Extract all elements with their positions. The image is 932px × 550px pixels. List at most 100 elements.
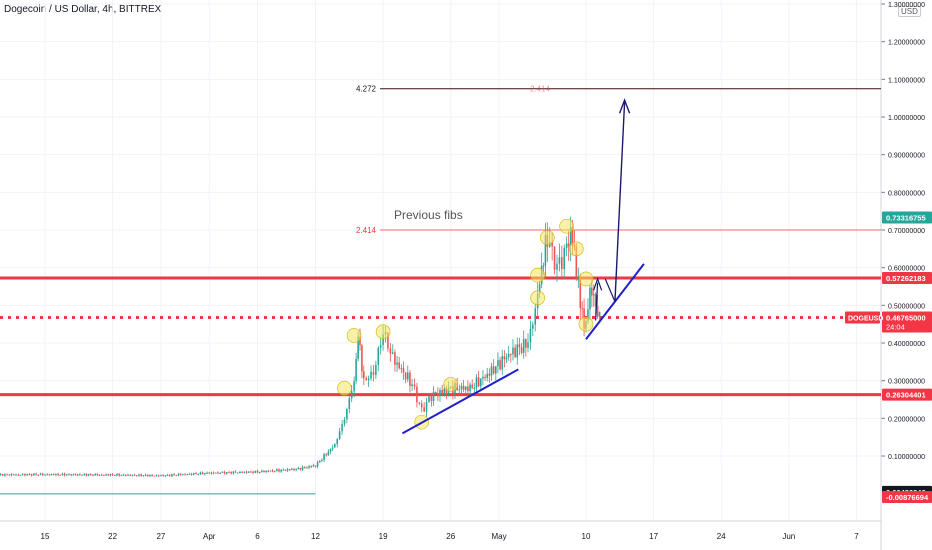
candle-body — [402, 368, 405, 373]
candle-body — [15, 474, 17, 476]
candle-body — [409, 372, 411, 386]
candle-body — [293, 468, 295, 471]
candle-body — [282, 469, 285, 471]
candle-body — [469, 384, 471, 392]
price-label-text: 0.46765000 — [886, 314, 926, 323]
candle-body — [33, 473, 35, 476]
candle-body — [280, 469, 282, 472]
projection-arrow-target — [614, 101, 626, 302]
candle-body — [299, 467, 302, 470]
candle-body — [142, 475, 145, 477]
candle-body — [124, 474, 127, 476]
candle-body — [428, 396, 430, 402]
candle-body — [561, 257, 563, 270]
candle-body — [59, 474, 62, 476]
candle-body — [323, 454, 325, 460]
candle-body — [520, 347, 523, 353]
candle-body — [527, 342, 529, 348]
candle-body — [497, 360, 499, 367]
candle-body — [525, 338, 527, 348]
candle-body — [109, 474, 112, 476]
fib-left-label: 4.272 — [356, 85, 377, 94]
candle-body — [370, 371, 372, 379]
x-tick-label: May — [491, 532, 506, 541]
candle-body — [96, 474, 99, 476]
highlight-marker — [346, 328, 362, 343]
candle-body — [263, 470, 265, 473]
price-label-box — [882, 271, 932, 284]
candle-body — [223, 471, 226, 474]
candle-body — [122, 474, 125, 476]
candle-body — [499, 360, 501, 370]
price-label-box — [882, 311, 932, 333]
candle-body — [400, 368, 403, 370]
price-label-box — [882, 211, 932, 224]
candle-body — [359, 336, 361, 346]
candle-body — [391, 352, 394, 354]
candle-body — [206, 472, 208, 474]
price-label-text: 0.73316755 — [886, 214, 926, 223]
candle-body — [350, 391, 353, 399]
price-label-box — [882, 491, 932, 504]
candle-body — [387, 332, 389, 349]
candle-body — [577, 279, 580, 281]
candle-body — [98, 474, 101, 476]
candle-body — [598, 311, 601, 317]
projection-arrow-down — [604, 278, 616, 302]
x-tick-label: 12 — [311, 532, 320, 541]
candle-body — [230, 472, 232, 474]
candle-body — [241, 471, 243, 473]
x-tick-label: 24 — [717, 532, 726, 541]
candle-body — [179, 473, 182, 476]
y-tick-label: 0.40000000 — [888, 341, 925, 348]
candle-body — [443, 388, 446, 394]
projection-target-arrowhead — [618, 98, 631, 114]
candle-body — [79, 474, 81, 476]
y-tick-label: 1.30000000 — [888, 2, 925, 9]
candle-body — [116, 473, 118, 476]
x-tick-label: 10 — [582, 532, 591, 541]
candle-body — [68, 474, 70, 476]
candle-body — [346, 408, 348, 420]
x-tick-label: 19 — [379, 532, 388, 541]
candle-body — [437, 393, 439, 397]
candle-body — [462, 385, 465, 390]
candle-body — [377, 347, 380, 365]
chart-title: Dogecoin / US Dollar, 4h, BITTREX — [4, 4, 162, 15]
highlight-marker — [568, 241, 584, 257]
candle-body — [103, 474, 105, 476]
candle-body — [445, 388, 448, 393]
candle-body — [171, 474, 173, 477]
candle-body — [157, 475, 160, 477]
candle-body — [310, 466, 312, 468]
candle-body — [261, 470, 263, 473]
candle-body — [105, 474, 107, 476]
candle-body — [284, 469, 287, 471]
candle-body — [575, 246, 578, 280]
candle-body — [61, 473, 64, 475]
candle-body — [512, 347, 514, 355]
candle-body — [26, 474, 28, 476]
candle-body — [217, 472, 219, 474]
candle-body — [308, 466, 310, 468]
currency-badge[interactable]: USD — [898, 6, 921, 17]
candle-body — [587, 309, 589, 321]
candle-body — [133, 474, 136, 476]
x-tick-label: 6 — [255, 532, 260, 541]
candle-body — [591, 287, 593, 296]
candle-body — [353, 381, 355, 392]
candle-body — [151, 474, 153, 476]
candle-body — [199, 472, 202, 475]
candle-body — [301, 466, 304, 470]
candle-body — [228, 472, 230, 474]
candle-body — [63, 473, 66, 476]
highlight-marker — [530, 290, 545, 306]
candle-body — [291, 468, 293, 471]
candle-body — [87, 474, 90, 476]
candle-body — [569, 226, 572, 247]
candle-body — [336, 439, 339, 445]
candle-body — [312, 465, 315, 467]
candle-body — [21, 474, 24, 476]
candle-body — [306, 467, 308, 469]
